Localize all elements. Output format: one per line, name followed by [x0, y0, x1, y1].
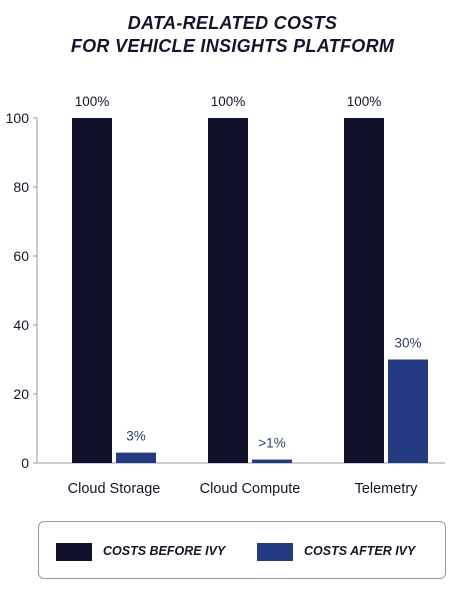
data-label: 30%: [394, 336, 421, 351]
chart-title: DATA-RELATED COSTS FOR VEHICLE INSIGHTS …: [0, 12, 465, 58]
x-tick-label: Cloud Storage: [68, 481, 161, 497]
data-label: 100%: [347, 94, 382, 109]
bar: [344, 118, 384, 463]
legend-label-after: COSTS AFTER IVY: [304, 544, 416, 558]
legend-label-before: COSTS BEFORE IVY: [103, 544, 226, 558]
y-tick-label: 80: [13, 179, 29, 195]
y-tick-label: 0: [21, 455, 29, 471]
legend-swatch-after: [257, 543, 293, 561]
x-tick-label: Telemetry: [355, 481, 419, 497]
bar: [388, 359, 428, 463]
y-tick-label: 100: [6, 110, 30, 126]
data-label: 100%: [75, 94, 110, 109]
chart-legend: COSTS BEFORE IVY COSTS AFTER IVY: [38, 521, 446, 579]
bar: [72, 118, 112, 463]
legend-swatch-before: [56, 543, 92, 561]
bar: [116, 452, 156, 463]
y-tick-label: 60: [13, 248, 29, 264]
data-label: 3%: [126, 429, 146, 444]
chart-title-line-1: DATA-RELATED COSTS: [127, 13, 338, 33]
bar: [252, 459, 292, 463]
data-label: 100%: [211, 94, 246, 109]
y-tick-label: 40: [13, 317, 29, 333]
y-tick-label: 20: [13, 386, 29, 402]
bar: [208, 118, 248, 463]
data-label: >1%: [258, 436, 285, 451]
chart-title-line-2: FOR VEHICLE INSIGHTS PLATFORM: [70, 36, 395, 56]
x-tick-label: Cloud Compute: [200, 481, 301, 497]
bar-chart: 0 20 40 60 80 100 100% 3% Cloud Storage 100% >1% Cl…: [6, 94, 445, 497]
